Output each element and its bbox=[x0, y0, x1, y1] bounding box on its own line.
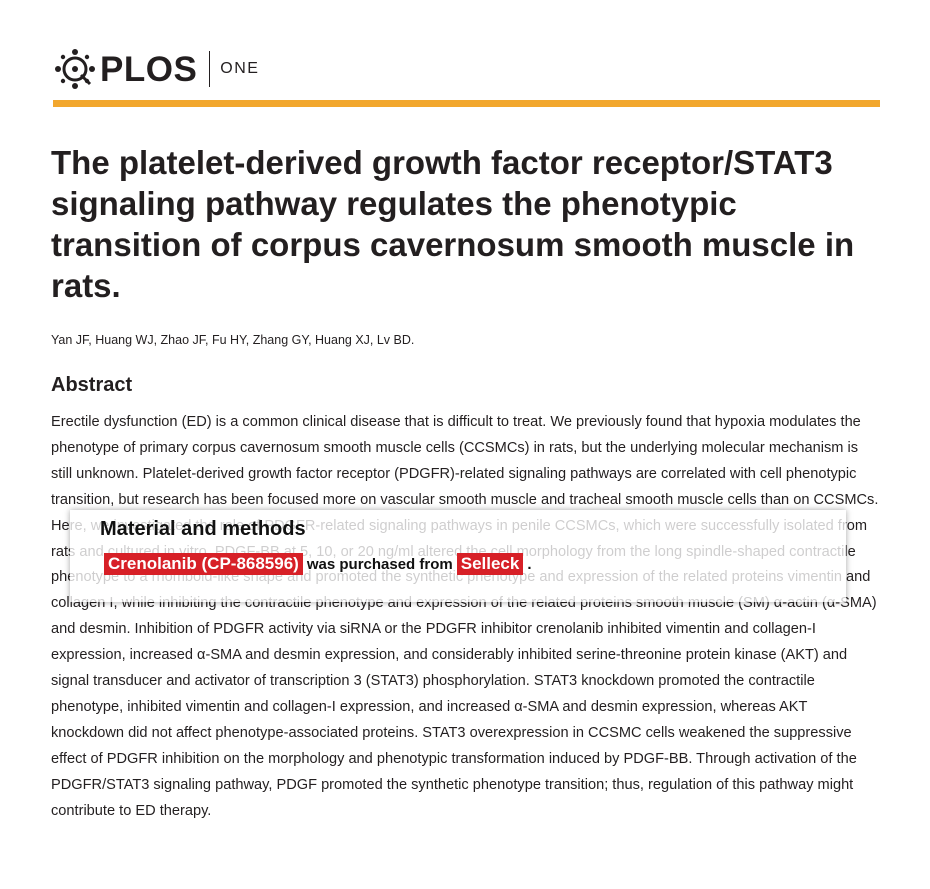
abstract-heading: Abstract bbox=[51, 374, 133, 396]
callout-heading: Material and methods bbox=[100, 518, 306, 540]
plos-logo-icon bbox=[55, 49, 95, 89]
logo-plos-text: PLOS bbox=[100, 49, 198, 89]
callout-middle-text: was purchased from bbox=[306, 555, 453, 573]
header-accent-rule bbox=[53, 100, 880, 107]
callout-period: . bbox=[527, 555, 532, 573]
callout-sentence: Crenolanib (CP-868596) was purchased fro… bbox=[100, 553, 532, 575]
abstract-body: Erectile dysfunction (ED) is a common cl… bbox=[51, 414, 879, 819]
logo-divider bbox=[209, 51, 211, 87]
callout-content: Material and methods Crenolanib (CP-8685… bbox=[100, 518, 532, 575]
compound-highlight: Crenolanib (CP-868596) bbox=[104, 553, 303, 575]
logo-one-text: ONE bbox=[220, 60, 260, 77]
article-title: The platelet-derived growth factor recep… bbox=[51, 144, 855, 304]
author-list: Yan JF, Huang WJ, Zhao JF, Fu HY, Zhang … bbox=[51, 333, 415, 347]
supplier-highlight: Selleck bbox=[456, 553, 524, 575]
journal-header: PLOS ONE bbox=[54, 46, 259, 92]
